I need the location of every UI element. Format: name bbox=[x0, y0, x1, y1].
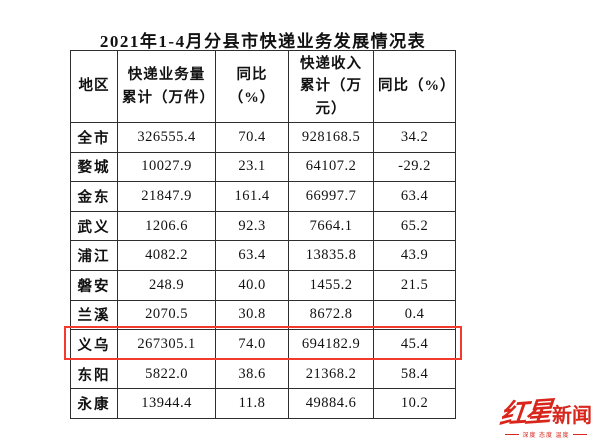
cell-volume-yoy: 92.3 bbox=[216, 211, 289, 242]
cell-volume-yoy: 23.1 bbox=[216, 152, 289, 183]
cell-revenue-yoy: 34.2 bbox=[374, 123, 456, 153]
cell-region: 浦江 bbox=[71, 241, 118, 271]
cell-revenue-yoy: 10.2 bbox=[374, 389, 456, 419]
cell-revenue-yoy: 43.9 bbox=[374, 241, 456, 271]
cell-revenue: 66997.7 bbox=[289, 182, 374, 212]
cell-volume: 326555.4 bbox=[118, 123, 216, 153]
cell-volume: 248.9 bbox=[118, 270, 216, 301]
redstar-news-watermark: 红星 新闻 深度 态度 温度 bbox=[495, 396, 597, 439]
cell-volume: 10027.9 bbox=[118, 152, 216, 183]
cell-revenue-yoy: 21.5 bbox=[374, 270, 456, 301]
cell-volume-yoy: 161.4 bbox=[216, 182, 289, 212]
cell-revenue: 1455.2 bbox=[289, 270, 374, 301]
cell-revenue: 64107.2 bbox=[289, 152, 374, 183]
cell-volume: 267305.1 bbox=[118, 330, 216, 360]
cell-volume: 1206.6 bbox=[118, 211, 216, 242]
cell-volume-yoy: 70.4 bbox=[216, 123, 289, 153]
cell-region: 武义 bbox=[71, 211, 118, 242]
cell-region: 兰溪 bbox=[71, 300, 118, 331]
cell-revenue-yoy: 0.4 bbox=[374, 300, 456, 331]
logo-tagline-text: 深度 态度 温度 bbox=[522, 433, 570, 439]
cell-revenue: 49884.6 bbox=[289, 389, 374, 419]
cell-revenue-yoy: -29.2 bbox=[374, 152, 456, 183]
cell-revenue: 928168.5 bbox=[289, 123, 374, 153]
stats-table: 地区 快递业务量累计（万件） 同比（%） 快递收入累计（万元） 同比（%） 全市… bbox=[70, 50, 456, 419]
cell-volume: 5822.0 bbox=[118, 359, 216, 390]
col-header-revenue: 快递收入累计（万元） bbox=[289, 51, 374, 123]
cell-volume: 2070.5 bbox=[118, 300, 216, 331]
cell-revenue-yoy: 58.4 bbox=[374, 359, 456, 390]
tagline-left-line bbox=[505, 434, 520, 435]
cell-revenue: 8672.8 bbox=[289, 300, 374, 331]
cell-revenue-yoy: 65.2 bbox=[374, 211, 456, 242]
cell-revenue: 694182.9 bbox=[289, 330, 374, 360]
cell-revenue: 13835.8 bbox=[289, 241, 374, 271]
cell-volume-yoy: 38.6 bbox=[216, 359, 289, 390]
cell-region: 婺城 bbox=[71, 152, 118, 183]
col-header-volume: 快递业务量累计（万件） bbox=[118, 51, 216, 123]
cell-volume: 21847.9 bbox=[118, 182, 216, 212]
cell-region: 永康 bbox=[71, 389, 118, 419]
table-title: 2021年1-4月分县市快递业务发展情况表 bbox=[99, 32, 427, 51]
logo-bold-text: 新闻 bbox=[552, 405, 592, 427]
cell-region: 磐安 bbox=[71, 270, 118, 301]
cell-region: 全市 bbox=[71, 123, 118, 153]
logo-script-text: 红星 bbox=[498, 396, 552, 430]
cell-revenue-yoy: 45.4 bbox=[374, 330, 456, 360]
logo-tagline: 深度 态度 温度 bbox=[495, 430, 597, 439]
cell-region-yiwu: 义乌 bbox=[71, 330, 118, 360]
cell-volume: 13944.4 bbox=[118, 389, 216, 419]
cell-volume-yoy: 30.8 bbox=[216, 300, 289, 331]
cell-volume-yoy: 63.4 bbox=[216, 241, 289, 271]
cell-volume-yoy: 40.0 bbox=[216, 270, 289, 301]
cell-volume-yoy: 11.8 bbox=[216, 389, 289, 419]
cell-revenue: 21368.2 bbox=[289, 359, 374, 390]
cell-volume: 4082.2 bbox=[118, 241, 216, 271]
cell-region: 东阳 bbox=[71, 359, 118, 390]
col-header-revenue-yoy: 同比（%） bbox=[374, 51, 456, 123]
cell-revenue-yoy: 63.4 bbox=[374, 182, 456, 212]
col-header-volume-yoy: 同比（%） bbox=[216, 51, 289, 123]
tagline-right-line bbox=[572, 434, 587, 435]
cell-volume-yoy: 74.0 bbox=[216, 330, 289, 360]
cell-region: 金东 bbox=[71, 182, 118, 212]
redstar-news-logo-text: 红星 新闻 bbox=[495, 396, 597, 430]
col-header-region: 地区 bbox=[71, 51, 118, 123]
cell-revenue: 7664.1 bbox=[289, 211, 374, 242]
